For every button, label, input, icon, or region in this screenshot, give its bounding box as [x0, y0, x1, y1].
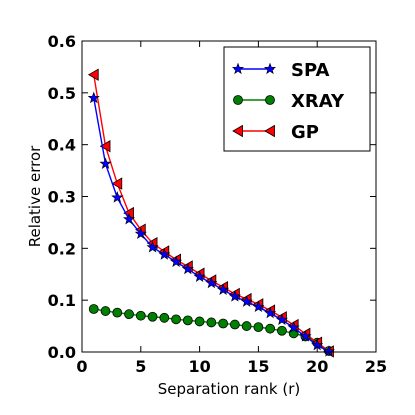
data-point-xray	[159, 312, 170, 323]
legend-item-spa: SPA	[231, 60, 330, 81]
data-point-spa	[181, 262, 194, 275]
data-point-gp	[87, 68, 99, 81]
y-tick-label: 0.5	[48, 84, 76, 103]
data-point-spa	[264, 306, 277, 319]
data-point-xray	[277, 325, 287, 336]
legend-item-gp: GP	[232, 122, 319, 143]
data-point-spa	[240, 295, 253, 307]
legend-marker	[233, 95, 243, 105]
x-tick-label: 10	[188, 357, 210, 376]
legend-marker	[264, 124, 275, 138]
x-axis-label: Separation rank (r)	[158, 380, 301, 398]
data-point-xray	[253, 322, 264, 333]
data-point-xray	[88, 304, 99, 314]
x-tick-label: 15	[247, 357, 269, 376]
data-point-xray	[218, 318, 229, 329]
data-point-spa	[287, 321, 300, 333]
data-point-spa	[134, 227, 147, 239]
x-tick-label: 25	[365, 357, 387, 376]
data-point-xray	[124, 309, 134, 320]
y-tick-label: 0.0	[48, 343, 76, 362]
data-point-spa	[322, 345, 336, 357]
y-tick-label: 0.4	[48, 136, 76, 155]
data-point-spa	[99, 157, 112, 169]
data-point-spa	[146, 240, 159, 253]
data-point-xray	[135, 310, 146, 321]
data-point-spa	[252, 300, 265, 313]
data-point-spa	[228, 290, 241, 302]
data-point-xray	[265, 323, 276, 334]
legend-label: XRAY	[291, 91, 345, 112]
data-point-spa	[87, 91, 100, 104]
y-tick-label: 0.6	[48, 32, 76, 51]
data-point-xray	[182, 315, 193, 326]
data-point-xray	[229, 319, 240, 330]
data-point-gp	[111, 177, 123, 190]
series-spa	[87, 91, 336, 357]
legend-item-xray: XRAY	[233, 91, 345, 112]
axis-ticks: 0 5 10 15 20 25 0.0 0.1 0.2 0.3 0.4 0.5 0.6	[48, 32, 387, 376]
data-point-spa	[299, 330, 312, 342]
x-tick-label: 20	[306, 357, 328, 376]
series-xray	[88, 304, 334, 356]
y-tick-label: 0.2	[48, 239, 76, 258]
data-point-xray	[241, 321, 252, 331]
data-point-xray	[112, 307, 123, 318]
y-tick-label: 0.3	[48, 188, 76, 207]
legend-marker	[231, 62, 245, 75]
data-point-spa	[111, 191, 124, 203]
data-point-xray	[171, 314, 181, 325]
legend-label: SPA	[291, 60, 330, 81]
data-point-spa	[205, 276, 218, 289]
data-point-spa	[122, 212, 136, 225]
data-point-spa	[193, 270, 206, 282]
data-point-spa	[158, 248, 171, 260]
data-point-spa	[170, 255, 183, 267]
legend-label: GP	[291, 122, 319, 143]
data-point-gp	[99, 140, 111, 153]
x-tick-label: 0	[76, 357, 87, 376]
data-point-xray	[194, 316, 205, 327]
data-point-xray	[206, 317, 217, 328]
data-point-spa	[217, 283, 230, 295]
data-point-spa	[275, 313, 288, 326]
legend-box	[223, 46, 371, 152]
y-axis-label: Relative error	[26, 145, 44, 247]
data-point-xray	[147, 311, 158, 322]
legend-marker	[263, 62, 277, 75]
legend: SPA XRAY GP	[223, 46, 371, 152]
data-point-xray	[100, 306, 111, 316]
plot-marks	[87, 68, 336, 358]
legend-marker	[265, 95, 275, 105]
legend-marker	[232, 124, 243, 138]
y-tick-label: 0.1	[48, 291, 76, 310]
x-tick-label: 5	[135, 357, 146, 376]
